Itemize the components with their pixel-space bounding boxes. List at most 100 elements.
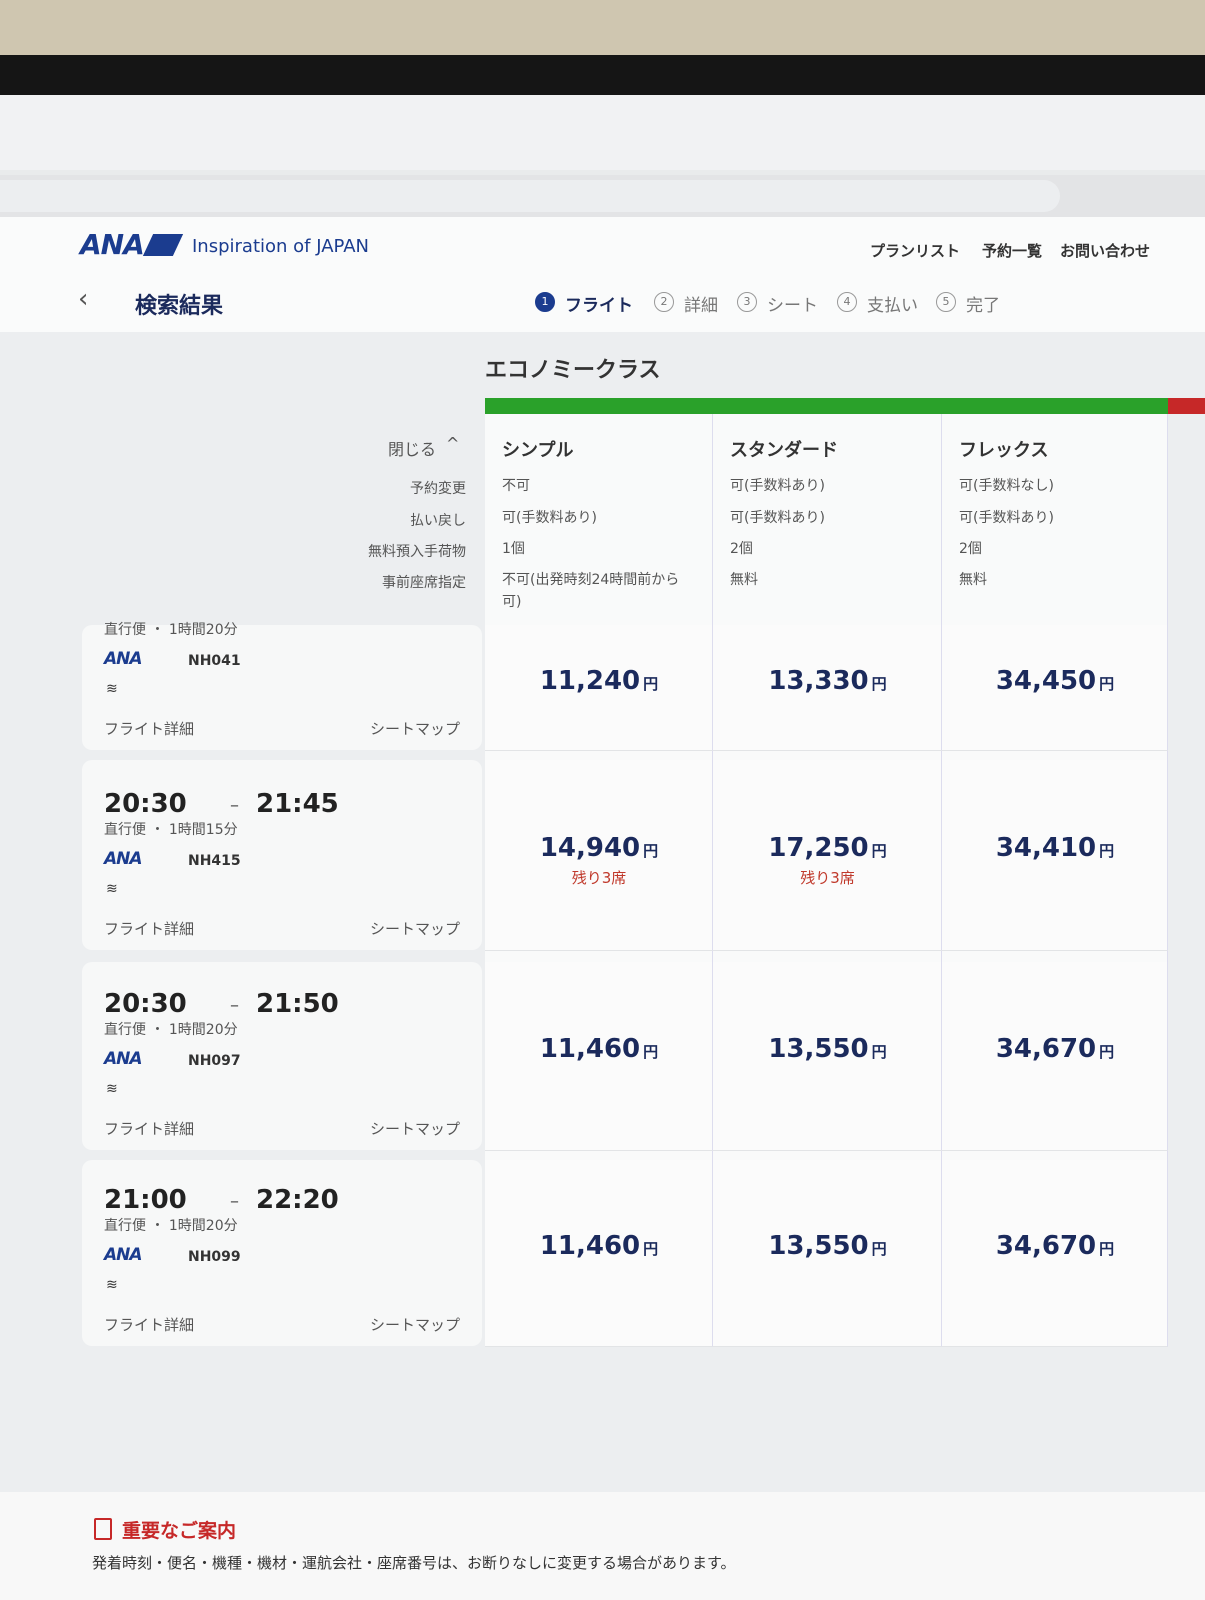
screen-top xyxy=(0,95,1205,170)
step-number: 2 xyxy=(654,292,674,312)
price-cell[interactable] xyxy=(713,625,942,751)
flight-info: 直行便 ・ 1時間20分 xyxy=(104,1022,238,1038)
currency: 円 xyxy=(643,842,659,860)
price-amount[interactable]: 34,670 xyxy=(995,1231,1097,1261)
price: 11,240 円 xyxy=(499,666,699,696)
price-cell[interactable] xyxy=(485,625,713,751)
price-cell[interactable] xyxy=(942,760,1168,951)
dash: – xyxy=(230,795,239,816)
price-amount[interactable]: 13,550 xyxy=(768,1034,869,1064)
flight-info: 直行便 ・ 1時間20分 xyxy=(104,1218,238,1234)
seatmap-link[interactable]: シートマップ xyxy=(370,1120,461,1138)
price-cell[interactable] xyxy=(485,1160,713,1347)
price-amount[interactable]: 11,460 xyxy=(539,1231,641,1261)
fare-name[interactable]: フレックス xyxy=(959,440,1049,461)
currency: 円 xyxy=(643,1240,659,1258)
nav-link[interactable]: プランリスト xyxy=(870,242,961,260)
fare-name[interactable]: スタンダード xyxy=(730,440,838,461)
nav-link[interactable]: 予約一覧 xyxy=(982,242,1043,260)
feature-value: 1個 xyxy=(502,541,525,557)
step-number: 3 xyxy=(737,292,757,312)
feature-value: 可(手数料あり) xyxy=(502,510,597,526)
price-amount[interactable]: 13,330 xyxy=(768,665,869,696)
flight-card xyxy=(82,625,482,750)
step-number: 1 xyxy=(535,292,555,312)
fare-bar xyxy=(485,398,1168,414)
price-amount[interactable]: 34,410 xyxy=(995,833,1097,863)
flight-details-link[interactable]: フライト詳細 xyxy=(104,1120,195,1138)
price-cell[interactable] xyxy=(942,1160,1168,1347)
arrival-time: 21:50 xyxy=(256,989,339,1019)
feature-label: 予約変更 xyxy=(410,481,466,497)
site-header xyxy=(0,217,1205,332)
price-cell[interactable] xyxy=(485,962,713,1151)
back-button[interactable]: ‹ xyxy=(78,284,89,314)
wall xyxy=(0,0,1205,60)
notice-icon xyxy=(94,1518,112,1540)
wifi-icon: ≋ xyxy=(106,681,118,697)
price: 34,410 円 xyxy=(955,833,1155,863)
price-cell[interactable] xyxy=(485,760,713,951)
price: 34,450 円 xyxy=(955,666,1155,696)
address-bar xyxy=(0,180,1060,212)
price-amount[interactable]: 11,460 xyxy=(539,1034,641,1064)
logo: ANA xyxy=(80,228,145,261)
currency: 円 xyxy=(1099,1043,1115,1061)
page-title: 検索結果 xyxy=(135,294,224,319)
fare-name[interactable]: シンプル xyxy=(502,440,574,461)
price-cell[interactable] xyxy=(942,625,1168,751)
flight-number: NH041 xyxy=(188,653,241,669)
departure-time: 20:30 xyxy=(104,789,187,819)
price-amount[interactable]: 17,250 xyxy=(768,833,869,863)
bezel xyxy=(0,55,1205,95)
step-label: 支払い xyxy=(867,296,918,316)
flight-details-link[interactable]: フライト詳細 xyxy=(104,1316,195,1334)
currency: 円 xyxy=(643,674,659,693)
step-label: 詳細 xyxy=(684,296,718,316)
price-cell[interactable] xyxy=(713,760,942,951)
arrival-time: 21:45 xyxy=(256,789,339,819)
flight-details-link[interactable]: フライト詳細 xyxy=(104,920,195,938)
flight-info: 直行便 ・ 1時間20分 xyxy=(104,622,238,638)
feature-value: 不可(出発時刻24時間前から可) xyxy=(502,572,680,610)
tagline: Inspiration of JAPAN xyxy=(192,236,370,257)
price-cell[interactable] xyxy=(942,962,1168,1151)
price-cell[interactable] xyxy=(713,962,942,1151)
currency: 円 xyxy=(871,1043,887,1061)
feature-label: 払い戻し xyxy=(410,513,466,529)
dash: – xyxy=(230,1191,239,1212)
notice-title: 重要なご案内 xyxy=(122,1520,237,1542)
price-amount[interactable]: 14,940 xyxy=(539,833,641,863)
currency: 円 xyxy=(1099,1240,1115,1258)
price-cell[interactable] xyxy=(713,1160,942,1347)
price: 14,940 円 xyxy=(499,833,699,863)
flight-card xyxy=(82,1160,482,1346)
price-amount[interactable]: 34,450 xyxy=(995,665,1097,696)
notice-text: 発着時刻・便名・機種・機材・運航会社・座席番号は、お断りなしに変更する場合があり… xyxy=(92,1554,736,1572)
feature-value: 可(手数料あり) xyxy=(730,478,825,494)
feature-value: 無料 xyxy=(730,572,758,588)
seatmap-link[interactable]: シートマップ xyxy=(370,1316,461,1334)
price: 34,670 円 xyxy=(955,1231,1155,1261)
seats-remaining: 残り3席 xyxy=(800,869,855,887)
flight-number: NH097 xyxy=(188,1053,241,1069)
close-toggle[interactable]: 閉じる xyxy=(388,440,437,459)
price: 13,550 円 xyxy=(728,1034,928,1064)
flight-number: NH415 xyxy=(188,853,241,869)
price: 34,670 円 xyxy=(955,1034,1155,1064)
seats-remaining: 残り3席 xyxy=(571,869,627,887)
nav-link[interactable]: お問い合わせ xyxy=(1060,242,1151,260)
price-amount[interactable]: 13,550 xyxy=(768,1231,869,1261)
seatmap-link[interactable]: シートマップ xyxy=(370,920,461,938)
flight-info: 直行便 ・ 1時間15分 xyxy=(104,822,238,838)
price-amount[interactable]: 11,240 xyxy=(539,665,641,696)
seatmap-link[interactable]: シートマップ xyxy=(370,720,461,738)
price-amount[interactable]: 34,670 xyxy=(995,1034,1097,1064)
price: 13,330 円 xyxy=(728,666,928,696)
close-caret: ^ xyxy=(446,434,460,453)
flight-details-link[interactable]: フライト詳細 xyxy=(104,720,195,738)
price: 13,550 円 xyxy=(728,1231,928,1261)
fare-bar-next xyxy=(1168,398,1205,414)
price: 17,250 円 xyxy=(728,833,928,863)
